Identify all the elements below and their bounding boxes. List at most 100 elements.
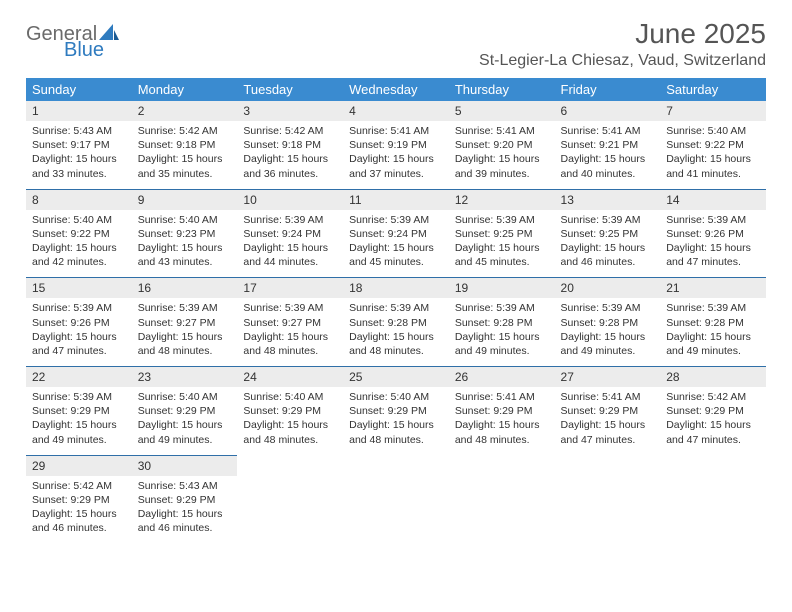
weekday-header-row: Sunday Monday Tuesday Wednesday Thursday… — [26, 78, 766, 101]
day-number: 26 — [449, 367, 555, 387]
calendar-cell-empty — [237, 455, 343, 543]
weekday-header: Tuesday — [237, 78, 343, 101]
day-details: Sunrise: 5:42 AMSunset: 9:18 PMDaylight:… — [237, 121, 343, 189]
day-details: Sunrise: 5:40 AMSunset: 9:22 PMDaylight:… — [660, 121, 766, 189]
calendar-cell: 23Sunrise: 5:40 AMSunset: 9:29 PMDayligh… — [132, 367, 238, 456]
calendar-cell: 28Sunrise: 5:42 AMSunset: 9:29 PMDayligh… — [660, 367, 766, 456]
day-details: Sunrise: 5:41 AMSunset: 9:20 PMDaylight:… — [449, 121, 555, 189]
calendar-cell: 19Sunrise: 5:39 AMSunset: 9:28 PMDayligh… — [449, 278, 555, 367]
day-details: Sunrise: 5:39 AMSunset: 9:25 PMDaylight:… — [449, 210, 555, 278]
day-details: Sunrise: 5:40 AMSunset: 9:29 PMDaylight:… — [343, 387, 449, 455]
calendar-cell-empty — [449, 455, 555, 543]
day-number: 9 — [132, 190, 238, 210]
day-number: 7 — [660, 101, 766, 121]
day-number: 3 — [237, 101, 343, 121]
day-details: Sunrise: 5:43 AMSunset: 9:17 PMDaylight:… — [26, 121, 132, 189]
day-details: Sunrise: 5:40 AMSunset: 9:29 PMDaylight:… — [132, 387, 238, 455]
calendar-cell: 22Sunrise: 5:39 AMSunset: 9:29 PMDayligh… — [26, 367, 132, 456]
day-details: Sunrise: 5:39 AMSunset: 9:27 PMDaylight:… — [132, 298, 238, 366]
logo: General Blue — [26, 24, 119, 60]
day-number: 4 — [343, 101, 449, 121]
day-number: 14 — [660, 190, 766, 210]
day-number: 12 — [449, 190, 555, 210]
calendar-cell: 21Sunrise: 5:39 AMSunset: 9:28 PMDayligh… — [660, 278, 766, 367]
logo-sail-icon — [99, 24, 119, 40]
day-number: 30 — [132, 456, 238, 476]
day-details: Sunrise: 5:42 AMSunset: 9:18 PMDaylight:… — [132, 121, 238, 189]
calendar-cell: 10Sunrise: 5:39 AMSunset: 9:24 PMDayligh… — [237, 189, 343, 278]
day-number: 16 — [132, 278, 238, 298]
day-number: 2 — [132, 101, 238, 121]
weekday-header: Monday — [132, 78, 238, 101]
day-details: Sunrise: 5:41 AMSunset: 9:19 PMDaylight:… — [343, 121, 449, 189]
calendar-row: 15Sunrise: 5:39 AMSunset: 9:26 PMDayligh… — [26, 278, 766, 367]
calendar-cell: 14Sunrise: 5:39 AMSunset: 9:26 PMDayligh… — [660, 189, 766, 278]
day-number: 18 — [343, 278, 449, 298]
calendar-row: 1Sunrise: 5:43 AMSunset: 9:17 PMDaylight… — [26, 101, 766, 189]
calendar-row: 8Sunrise: 5:40 AMSunset: 9:22 PMDaylight… — [26, 189, 766, 278]
day-number: 29 — [26, 456, 132, 476]
calendar-table: Sunday Monday Tuesday Wednesday Thursday… — [26, 78, 766, 543]
calendar-cell: 20Sunrise: 5:39 AMSunset: 9:28 PMDayligh… — [555, 278, 661, 367]
weekday-header: Sunday — [26, 78, 132, 101]
day-number: 28 — [660, 367, 766, 387]
calendar-cell-empty — [555, 455, 661, 543]
calendar-cell: 18Sunrise: 5:39 AMSunset: 9:28 PMDayligh… — [343, 278, 449, 367]
calendar-cell: 6Sunrise: 5:41 AMSunset: 9:21 PMDaylight… — [555, 101, 661, 189]
calendar-cell: 1Sunrise: 5:43 AMSunset: 9:17 PMDaylight… — [26, 101, 132, 189]
day-number: 23 — [132, 367, 238, 387]
calendar-cell-empty — [660, 455, 766, 543]
day-details: Sunrise: 5:40 AMSunset: 9:22 PMDaylight:… — [26, 210, 132, 278]
location: St-Legier-La Chiesaz, Vaud, Switzerland — [479, 52, 766, 70]
day-number: 5 — [449, 101, 555, 121]
weekday-header: Thursday — [449, 78, 555, 101]
calendar-cell: 15Sunrise: 5:39 AMSunset: 9:26 PMDayligh… — [26, 278, 132, 367]
calendar-cell: 29Sunrise: 5:42 AMSunset: 9:29 PMDayligh… — [26, 455, 132, 543]
day-details: Sunrise: 5:39 AMSunset: 9:24 PMDaylight:… — [237, 210, 343, 278]
day-details: Sunrise: 5:39 AMSunset: 9:27 PMDaylight:… — [237, 298, 343, 366]
calendar-cell: 30Sunrise: 5:43 AMSunset: 9:29 PMDayligh… — [132, 455, 238, 543]
weekday-header: Friday — [555, 78, 661, 101]
day-number: 20 — [555, 278, 661, 298]
calendar-cell: 13Sunrise: 5:39 AMSunset: 9:25 PMDayligh… — [555, 189, 661, 278]
calendar-cell: 3Sunrise: 5:42 AMSunset: 9:18 PMDaylight… — [237, 101, 343, 189]
calendar-cell: 9Sunrise: 5:40 AMSunset: 9:23 PMDaylight… — [132, 189, 238, 278]
calendar-row: 29Sunrise: 5:42 AMSunset: 9:29 PMDayligh… — [26, 455, 766, 543]
day-details: Sunrise: 5:42 AMSunset: 9:29 PMDaylight:… — [26, 476, 132, 544]
calendar-cell: 25Sunrise: 5:40 AMSunset: 9:29 PMDayligh… — [343, 367, 449, 456]
day-details: Sunrise: 5:39 AMSunset: 9:28 PMDaylight:… — [449, 298, 555, 366]
day-details: Sunrise: 5:39 AMSunset: 9:26 PMDaylight:… — [26, 298, 132, 366]
calendar-cell: 12Sunrise: 5:39 AMSunset: 9:25 PMDayligh… — [449, 189, 555, 278]
day-number: 11 — [343, 190, 449, 210]
day-details: Sunrise: 5:40 AMSunset: 9:29 PMDaylight:… — [237, 387, 343, 455]
day-number: 22 — [26, 367, 132, 387]
header: General Blue June 2025 St-Legier-La Chie… — [26, 18, 766, 70]
day-number: 13 — [555, 190, 661, 210]
day-details: Sunrise: 5:39 AMSunset: 9:29 PMDaylight:… — [26, 387, 132, 455]
day-number: 17 — [237, 278, 343, 298]
calendar-cell: 4Sunrise: 5:41 AMSunset: 9:19 PMDaylight… — [343, 101, 449, 189]
day-details: Sunrise: 5:41 AMSunset: 9:29 PMDaylight:… — [555, 387, 661, 455]
day-number: 15 — [26, 278, 132, 298]
calendar-row: 22Sunrise: 5:39 AMSunset: 9:29 PMDayligh… — [26, 367, 766, 456]
day-details: Sunrise: 5:39 AMSunset: 9:26 PMDaylight:… — [660, 210, 766, 278]
calendar-cell: 16Sunrise: 5:39 AMSunset: 9:27 PMDayligh… — [132, 278, 238, 367]
calendar-cell: 11Sunrise: 5:39 AMSunset: 9:24 PMDayligh… — [343, 189, 449, 278]
day-number: 19 — [449, 278, 555, 298]
day-number: 6 — [555, 101, 661, 121]
day-number: 27 — [555, 367, 661, 387]
calendar-cell: 24Sunrise: 5:40 AMSunset: 9:29 PMDayligh… — [237, 367, 343, 456]
day-number: 25 — [343, 367, 449, 387]
weekday-header: Saturday — [660, 78, 766, 101]
day-number: 21 — [660, 278, 766, 298]
weekday-header: Wednesday — [343, 78, 449, 101]
calendar-cell: 26Sunrise: 5:41 AMSunset: 9:29 PMDayligh… — [449, 367, 555, 456]
calendar-cell: 17Sunrise: 5:39 AMSunset: 9:27 PMDayligh… — [237, 278, 343, 367]
day-details: Sunrise: 5:42 AMSunset: 9:29 PMDaylight:… — [660, 387, 766, 455]
day-details: Sunrise: 5:43 AMSunset: 9:29 PMDaylight:… — [132, 476, 238, 544]
day-details: Sunrise: 5:40 AMSunset: 9:23 PMDaylight:… — [132, 210, 238, 278]
day-number: 8 — [26, 190, 132, 210]
calendar-cell: 27Sunrise: 5:41 AMSunset: 9:29 PMDayligh… — [555, 367, 661, 456]
day-details: Sunrise: 5:41 AMSunset: 9:29 PMDaylight:… — [449, 387, 555, 455]
day-number: 1 — [26, 101, 132, 121]
